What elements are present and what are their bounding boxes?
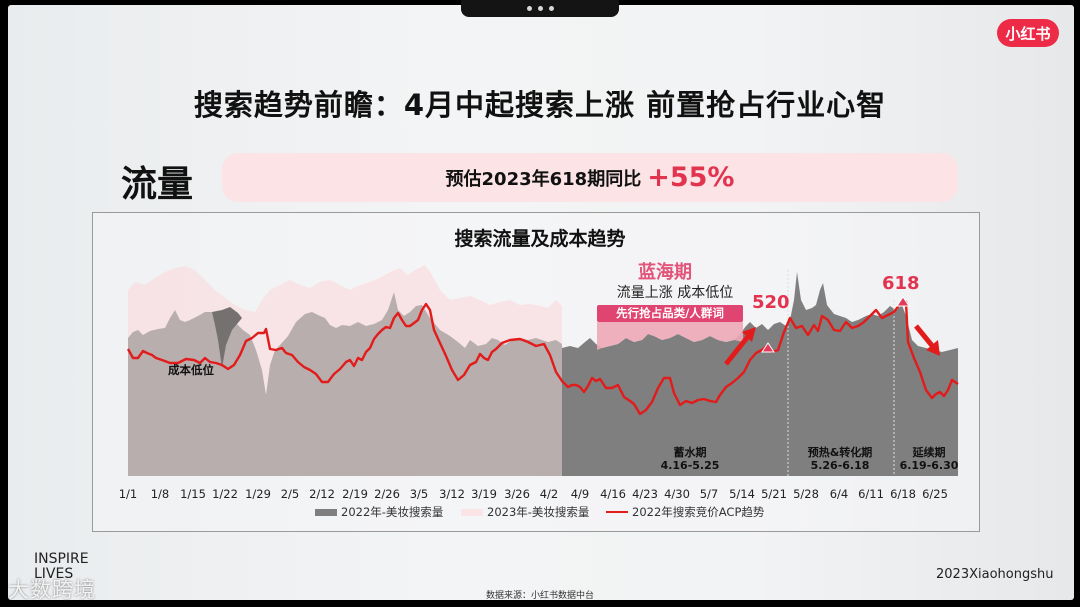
- phase-range: 6.19-6.30: [899, 459, 959, 472]
- x-tick: 6/25: [922, 487, 948, 501]
- phase-range: 4.16-5.25: [660, 459, 720, 472]
- phase-accumulation: 蓄水期 4.16-5.25: [640, 446, 740, 472]
- x-tick: 5/7: [699, 487, 719, 501]
- x-tick: 4/23: [632, 487, 658, 501]
- blue-ocean-label: 蓝海期: [638, 262, 692, 283]
- x-tick: 5/21: [761, 487, 787, 501]
- x-tick: 1/15: [180, 487, 206, 501]
- x-tick: 2/12: [309, 487, 335, 501]
- acp-trend-line: [126, 300, 959, 416]
- dot-icon: [526, 6, 532, 11]
- peak-618-label: 618: [882, 273, 920, 294]
- chart-title: 搜索流量及成本趋势: [454, 228, 626, 250]
- x-tick: 1/8: [150, 487, 170, 501]
- cost-low-label: 成本低位: [168, 363, 214, 377]
- area-2022-overlap-wedge: [212, 307, 242, 368]
- xiaohongshu-logo: 小红书: [997, 19, 1059, 47]
- x-tick: 3/5: [409, 487, 429, 501]
- legend-item-acp-trend[interactable]: 2022年搜索竞价ACP趋势: [606, 504, 764, 520]
- phase-name: 蓄水期: [673, 446, 707, 459]
- watermark: 大数跨境: [8, 578, 96, 602]
- phase-range: 5.26-6.18: [810, 459, 870, 472]
- legend-label: 2023年-美妆搜索量: [487, 505, 590, 519]
- slogan-line: LIVES: [34, 566, 74, 582]
- phase-continuation: 延续期 6.19-6.30: [894, 446, 964, 472]
- blue-ocean-highlight: [597, 322, 743, 350]
- area-2022-search-volume-q1: [128, 292, 562, 476]
- area-2022-search-volume-q2: [562, 272, 958, 476]
- marker-618-icon: [896, 296, 910, 307]
- legend-line-icon: [606, 511, 628, 513]
- x-tick: 1/1: [118, 487, 138, 501]
- x-tick: 6/11: [858, 487, 884, 501]
- copyright: 2023Xiaohongshu: [936, 567, 1054, 582]
- x-tick: 5/14: [729, 487, 755, 501]
- x-tick: 2/26: [374, 487, 400, 501]
- phase-name: 延续期: [912, 446, 946, 459]
- banner-value: +55%: [647, 162, 735, 193]
- falling-arrow-icon: [914, 324, 940, 356]
- x-tick: 4/16: [600, 487, 626, 501]
- phase-preheat-conversion: 预热&转化期 5.26-6.18: [790, 446, 890, 472]
- x-tick: 4/30: [664, 487, 690, 501]
- phase-name: 预热&转化期: [807, 446, 873, 459]
- x-tick: 6/4: [829, 487, 849, 501]
- page-title: 搜索趋势前瞻：4月中起搜索上涨 前置抢占行业心智: [193, 88, 887, 122]
- legend-swatch-icon: [461, 508, 483, 516]
- legend-item-2023-volume[interactable]: 2023年-美妆搜索量: [461, 504, 589, 520]
- section-label: 流量: [121, 164, 194, 205]
- x-tick: 4/9: [570, 487, 590, 501]
- forecast-banner: 预估2023年618期同比 +55%: [222, 153, 958, 202]
- x-tick: 3/19: [471, 487, 497, 501]
- slogan-line: INSPIRE: [34, 551, 89, 567]
- legend-label: 2022年搜索竞价ACP趋势: [632, 505, 765, 519]
- rising-arrow-icon: [724, 327, 756, 366]
- x-tick: 3/26: [504, 487, 530, 501]
- blue-ocean-subtitle: 流量上涨 成本低位: [616, 285, 734, 301]
- legend-swatch-icon: [315, 508, 337, 516]
- x-tick: 3/12: [439, 487, 465, 501]
- slogan: INSPIRE LIVES: [34, 552, 89, 582]
- x-tick: 2/19: [342, 487, 368, 501]
- chart-legend: 2022年-美妆搜索量 2023年-美妆搜索量 2022年搜索竞价ACP趋势: [0, 504, 1080, 522]
- x-tick: 4/2: [539, 487, 559, 501]
- x-tick: 6/18: [890, 487, 916, 501]
- peak-520-label: 520: [752, 292, 790, 313]
- legend-label: 2022年-美妆搜索量: [341, 505, 444, 519]
- banner-text: 预估2023年618期同比: [445, 168, 642, 190]
- x-tick: 2/5: [280, 487, 300, 501]
- dot-icon: [548, 6, 554, 11]
- window-notch[interactable]: [461, 0, 619, 17]
- x-tick: 1/29: [245, 487, 271, 501]
- blue-ocean-tag: 先行抢占品类/人群词: [597, 305, 743, 322]
- dot-icon: [537, 6, 543, 11]
- legend-item-2022-volume[interactable]: 2022年-美妆搜索量: [315, 504, 443, 520]
- data-source: 数据来源：小红书数据中台: [485, 591, 594, 601]
- marker-520-icon: [761, 342, 775, 353]
- x-tick: 1/22: [212, 487, 238, 501]
- x-tick: 5/28: [793, 487, 819, 501]
